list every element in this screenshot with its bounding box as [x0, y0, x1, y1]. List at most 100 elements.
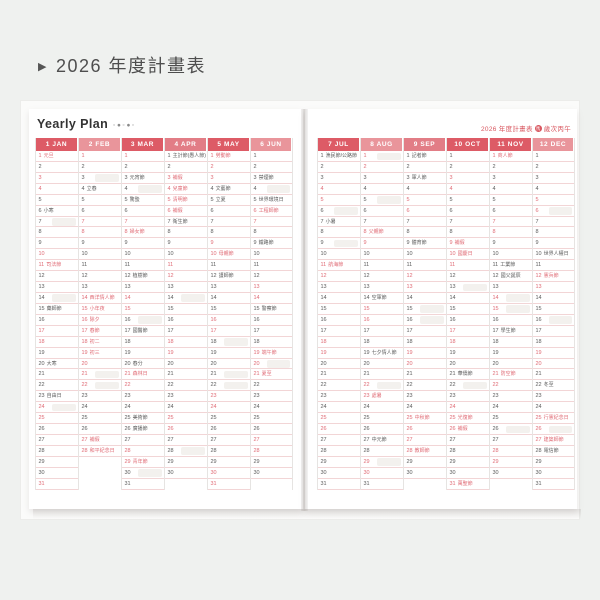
day-cell: 9 — [533, 238, 574, 250]
day-number: 10 — [124, 251, 131, 258]
day-cell: 17 — [447, 326, 489, 337]
holiday-label: 主計節(愚人節) — [172, 153, 206, 159]
day-cell: 16 — [165, 315, 207, 326]
day-number: 22 — [535, 382, 542, 389]
day-cell: 3 — [490, 173, 532, 184]
day-number: 14 — [167, 294, 174, 301]
day-number: 6 — [406, 207, 410, 214]
day-number: 3 — [406, 174, 410, 181]
day-number: 20 — [449, 360, 456, 367]
holiday-label: 萬聖節 — [457, 480, 473, 487]
month-rows: 1 元旦 2 3 4 5 6 小寒 7 8 9 10 11 司法節 12 13 14 15 藥師節 16 17 18 19 2… — [36, 151, 78, 490]
day-cell: 20 — [404, 359, 446, 370]
day-cell: 28 — [251, 446, 292, 457]
day-cell: 6 — [361, 206, 403, 217]
day-number: 24 — [210, 404, 217, 411]
day-number: 27 — [38, 436, 45, 443]
highlight-smudge — [95, 370, 119, 379]
day-cell: 10 母親節 — [208, 249, 250, 261]
day-cell: 12 植樹節 — [122, 271, 164, 283]
day-number: 9 — [124, 240, 128, 247]
day-cell: 21 夏至 — [251, 369, 292, 381]
day-number: 8 — [363, 229, 367, 236]
day-cell: 25 — [251, 413, 292, 425]
holiday-label: 立春 — [86, 185, 97, 192]
month-header: 4 APR — [165, 138, 206, 151]
holiday-label: 國父誕辰 — [500, 273, 521, 280]
day-number: 2 — [124, 163, 128, 170]
day-cell: 15 藥師節 — [36, 304, 78, 315]
day-number: 24 — [81, 404, 88, 411]
day-number: 2 — [492, 163, 496, 170]
day-cell: 10 — [251, 249, 292, 261]
day-number: 6 — [210, 207, 214, 214]
day-number: 12 — [535, 273, 542, 280]
day-cell: 10 世界人權日 — [533, 249, 574, 261]
day-number: 14 — [210, 294, 217, 301]
day-cell: 15 — [165, 304, 207, 315]
holiday-label: 商人節 — [497, 153, 513, 159]
day-cell: 17 — [318, 326, 360, 337]
day-cell: 28 — [318, 446, 360, 457]
day-cell: 14 空軍節 — [361, 293, 403, 304]
day-cell: 2 — [404, 162, 446, 173]
day-number: 4 — [363, 185, 367, 192]
day-cell: 13 — [318, 282, 360, 293]
day-cell: 3 — [361, 173, 403, 184]
month-rows: 1 2 3 4 5 6 7 8 9 補假 10 國慶日 11 12 13 14 15 16 17 18 19 20 21 華僑… — [447, 151, 489, 490]
day-cell: 11 — [165, 260, 207, 272]
planner-photo-card: Yearly Plan ◦●◦●◦ 2026 年度計畫表馬歲次丙午 1 JAN 1 元… — [20, 100, 581, 520]
zodiac-horse-icon: 馬 — [534, 125, 542, 132]
day-cell: 10 — [36, 249, 78, 261]
day-cell: 24 — [208, 402, 250, 414]
page-title: ▶ 2026 年度計畫表 — [38, 52, 206, 78]
day-number: 25 — [320, 415, 327, 422]
day-cell: 12 — [361, 271, 403, 283]
day-cell: 26 — [404, 424, 446, 435]
day-cell: 27 — [165, 435, 207, 446]
day-cell: 7 — [361, 217, 403, 228]
day-number: 26 — [406, 426, 413, 433]
day-cell: 2 — [208, 162, 250, 173]
day-number: 11 — [81, 262, 88, 269]
day-cell: 2 — [533, 162, 574, 173]
day-cell: 12 — [79, 271, 121, 283]
day-cell: 19 端午節 — [251, 348, 292, 359]
day-cell: 21 森林日 — [122, 369, 164, 381]
day-number: 3 — [363, 174, 367, 181]
day-cell: 1 主計節(愚人節) — [165, 151, 207, 162]
day-number: 28 — [320, 447, 327, 454]
day-cell: 13 — [447, 282, 489, 293]
day-number: 28 — [81, 447, 88, 454]
day-cell: 7 — [122, 217, 164, 228]
day-number: 22 — [320, 382, 327, 389]
day-number: 3 — [535, 174, 539, 181]
day-number: 5 — [81, 196, 85, 203]
day-number: 17 — [81, 327, 88, 334]
day-cell: 12 — [36, 271, 78, 283]
day-number: 3 — [81, 174, 85, 181]
day-cell: 22 — [404, 380, 446, 392]
day-cell: 9 — [318, 238, 360, 250]
day-number: 19 — [449, 349, 456, 356]
month-rows: 1 商人節 2 3 4 5 6 7 8 9 10 11 工業節 12 國父誕辰 13 14 15 16 17 學生節 18… — [490, 151, 532, 490]
empty-cell — [79, 468, 121, 479]
day-number: 27 — [406, 436, 413, 443]
day-number: 7 — [320, 218, 324, 225]
day-number: 14 — [124, 294, 131, 301]
day-number: 3 — [320, 174, 324, 181]
empty-cell — [490, 479, 532, 490]
day-cell: 28 教師節 — [404, 446, 446, 457]
day-number: 20 — [124, 360, 131, 367]
day-number: 5 — [449, 196, 453, 203]
day-cell: 7 — [36, 217, 78, 228]
day-number: 8 — [406, 229, 410, 236]
day-cell: 3 — [447, 173, 489, 184]
month-header: 1 JAN — [36, 138, 77, 151]
day-number: 24 — [406, 404, 413, 411]
day-cell: 20 — [490, 359, 532, 370]
day-number: 9 — [81, 240, 85, 247]
day-number: 20 — [210, 360, 217, 367]
day-cell: 15 警察節 — [251, 304, 292, 315]
holiday-label: 電信節 — [543, 447, 559, 454]
